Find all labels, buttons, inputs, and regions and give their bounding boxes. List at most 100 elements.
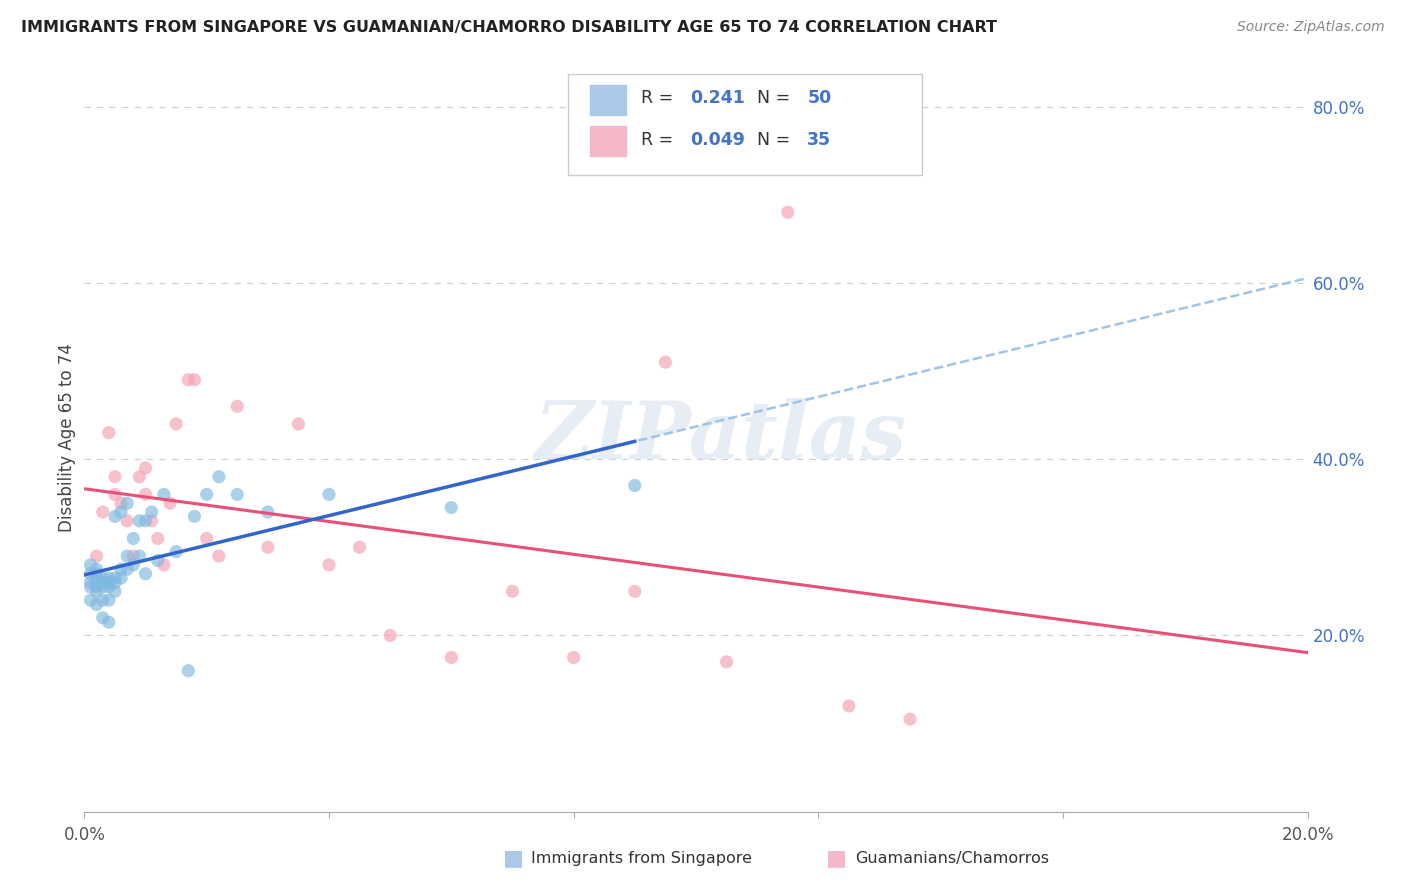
Point xyxy=(562,650,585,665)
Point xyxy=(776,205,799,219)
Point xyxy=(153,487,176,501)
Point xyxy=(654,355,676,369)
Point xyxy=(838,698,860,713)
Point xyxy=(104,469,127,483)
Text: Source: ZipAtlas.com: Source: ZipAtlas.com xyxy=(1237,20,1385,34)
Point xyxy=(91,571,114,585)
Point xyxy=(86,580,108,594)
Text: R =: R = xyxy=(641,89,679,107)
Point xyxy=(257,505,280,519)
Point xyxy=(110,505,132,519)
Point xyxy=(104,584,127,599)
Point xyxy=(91,593,114,607)
Point xyxy=(115,514,138,528)
Point xyxy=(380,628,402,642)
Point xyxy=(86,571,108,585)
Text: IMMIGRANTS FROM SINGAPORE VS GUAMANIAN/CHAMORRO DISABILITY AGE 65 TO 74 CORRELAT: IMMIGRANTS FROM SINGAPORE VS GUAMANIAN/C… xyxy=(21,20,997,35)
Point xyxy=(195,532,218,546)
Point xyxy=(97,575,120,590)
Point xyxy=(440,500,463,515)
Point xyxy=(141,514,163,528)
Point xyxy=(146,553,169,567)
Point xyxy=(79,593,101,607)
Point xyxy=(502,584,524,599)
Text: 0.049: 0.049 xyxy=(690,130,745,149)
FancyBboxPatch shape xyxy=(589,126,626,156)
Point xyxy=(135,514,157,528)
Point xyxy=(153,558,176,572)
Text: 0.241: 0.241 xyxy=(690,89,745,107)
Point xyxy=(97,580,120,594)
Point xyxy=(86,598,108,612)
Point xyxy=(183,373,205,387)
Text: ■: ■ xyxy=(827,848,846,868)
Point xyxy=(91,575,114,590)
Point xyxy=(226,487,249,501)
Point xyxy=(135,461,157,475)
Point xyxy=(110,496,132,510)
Point xyxy=(91,580,114,594)
Point xyxy=(898,712,921,726)
FancyBboxPatch shape xyxy=(589,85,626,115)
Point xyxy=(624,584,647,599)
Point xyxy=(135,566,157,581)
Point xyxy=(165,417,187,431)
Point xyxy=(177,664,200,678)
Y-axis label: Disability Age 65 to 74: Disability Age 65 to 74 xyxy=(58,343,76,532)
Point xyxy=(115,496,138,510)
Point xyxy=(318,487,340,501)
Point xyxy=(79,580,101,594)
Point xyxy=(122,549,145,563)
Point xyxy=(91,505,114,519)
Text: R =: R = xyxy=(641,130,679,149)
Point xyxy=(128,514,150,528)
Point xyxy=(115,549,138,563)
Point xyxy=(79,575,101,590)
Point xyxy=(195,487,218,501)
Point xyxy=(97,425,120,440)
Point xyxy=(122,532,145,546)
Point xyxy=(128,549,150,563)
Point xyxy=(624,478,647,492)
Text: ■: ■ xyxy=(503,848,523,868)
Point xyxy=(86,566,108,581)
Point xyxy=(104,575,127,590)
Point xyxy=(115,562,138,576)
Point xyxy=(135,487,157,501)
Point xyxy=(86,562,108,576)
Point xyxy=(104,487,127,501)
Point xyxy=(440,650,463,665)
Point xyxy=(208,469,231,483)
FancyBboxPatch shape xyxy=(568,74,922,175)
Point xyxy=(91,611,114,625)
Point xyxy=(86,549,108,563)
Text: Guamanians/Chamorros: Guamanians/Chamorros xyxy=(855,851,1049,865)
Point xyxy=(287,417,309,431)
Point xyxy=(97,615,120,630)
Text: N =: N = xyxy=(758,89,796,107)
Point xyxy=(165,544,187,558)
Point xyxy=(104,509,127,524)
Point xyxy=(97,593,120,607)
Point xyxy=(226,399,249,413)
Point xyxy=(128,469,150,483)
Point xyxy=(208,549,231,563)
Point xyxy=(79,566,101,581)
Point xyxy=(104,571,127,585)
Point xyxy=(349,541,371,555)
Point xyxy=(141,505,163,519)
Point xyxy=(86,584,108,599)
Point xyxy=(159,496,181,510)
Point xyxy=(183,509,205,524)
Text: 50: 50 xyxy=(807,89,831,107)
Text: 35: 35 xyxy=(807,130,831,149)
Text: N =: N = xyxy=(758,130,796,149)
Point xyxy=(146,532,169,546)
Point xyxy=(97,571,120,585)
Point xyxy=(257,541,280,555)
Text: ZIPatlas: ZIPatlas xyxy=(534,399,907,475)
Point xyxy=(318,558,340,572)
Text: Immigrants from Singapore: Immigrants from Singapore xyxy=(531,851,752,865)
Point xyxy=(79,558,101,572)
Point xyxy=(177,373,200,387)
